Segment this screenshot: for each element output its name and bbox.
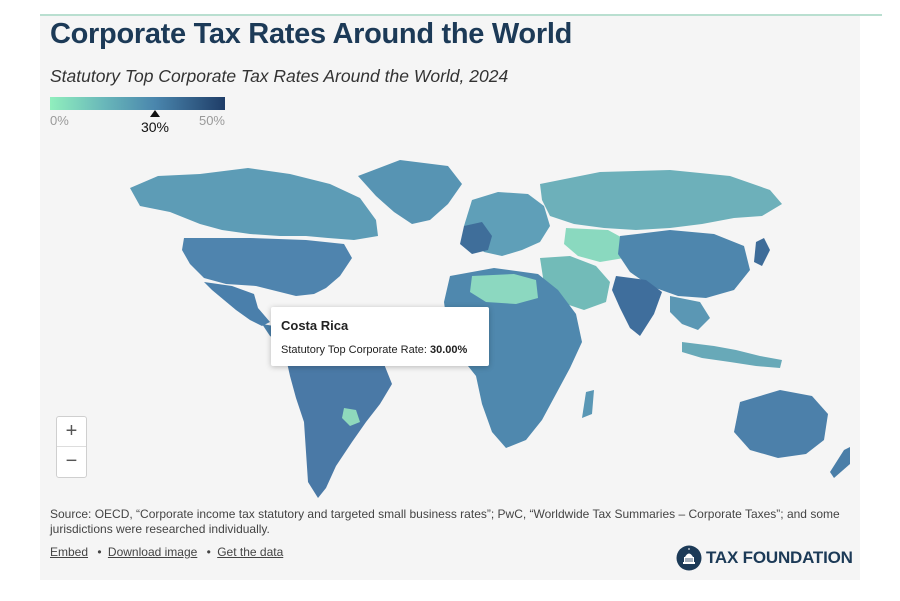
map-region-mexico[interactable] (204, 282, 270, 326)
source-note: Source: OECD, “Corporate income tax stat… (50, 507, 840, 536)
map-region-paraguay[interactable] (342, 408, 360, 426)
tooltip-rate-label: Statutory Top Corporate Rate: (281, 344, 427, 356)
zoom-in-button[interactable]: + (65, 420, 78, 442)
color-legend: 0% 50% 30% (50, 97, 225, 147)
page-title: Corporate Tax Rates Around the World (50, 18, 572, 50)
map-region-southeast-asia[interactable] (670, 296, 710, 330)
map-region-india[interactable] (612, 276, 662, 336)
legend-min-label: 0% (50, 113, 69, 128)
page-subtitle: Statutory Top Corporate Tax Rates Around… (50, 66, 509, 86)
map-region-south-america[interactable] (286, 342, 392, 498)
legend-marker-label: 30% (140, 119, 170, 135)
world-map[interactable] (130, 146, 850, 501)
link-separator: • (206, 545, 211, 559)
map-region-usa[interactable] (182, 238, 352, 296)
tooltip-rate-value: 30.00% (430, 344, 468, 356)
capitol-dome-icon (676, 545, 702, 571)
brand-name: TAX FOUNDATION (706, 548, 853, 567)
embed-link[interactable]: Embed (50, 545, 89, 559)
map-region-greenland[interactable] (358, 160, 462, 224)
country-tooltip: Costa Rica Statutory Top Corporate Rate:… (271, 307, 489, 366)
map-region-central-asia[interactable] (564, 228, 630, 262)
map-region-canada[interactable] (130, 168, 378, 240)
map-region-indonesia[interactable] (682, 342, 782, 368)
legend-gradient-bar (50, 97, 225, 110)
zoom-controls: + − (56, 416, 87, 478)
map-region-australia[interactable] (734, 390, 828, 458)
map-region-western-europe[interactable] (460, 222, 492, 254)
map-region-russia[interactable] (540, 170, 782, 230)
legend-max-label: 50% (198, 113, 225, 128)
map-region-new-zealand[interactable] (830, 446, 850, 478)
download-image-link[interactable]: Download image (107, 545, 198, 559)
zoom-out-button[interactable]: − (57, 446, 86, 476)
legend-marker-icon (150, 110, 160, 117)
link-separator: • (97, 545, 102, 559)
map-card: Corporate Tax Rates Around the World Sta… (40, 16, 860, 580)
get-data-link[interactable]: Get the data (217, 545, 284, 559)
brand-logo[interactable]: TAX FOUNDATION (676, 545, 853, 571)
map-region-china[interactable] (618, 230, 750, 298)
map-region-japan[interactable] (754, 238, 770, 266)
tooltip-country-name: Costa Rica (281, 318, 349, 333)
map-region-north-africa[interactable] (470, 274, 538, 304)
top-accent-rule (40, 14, 882, 16)
footer-links: Embed • Download image • Get the data (50, 545, 283, 559)
map-region-madagascar[interactable] (582, 390, 594, 418)
tooltip-rate-line: Statutory Top Corporate Rate: 30.00% (281, 344, 467, 356)
